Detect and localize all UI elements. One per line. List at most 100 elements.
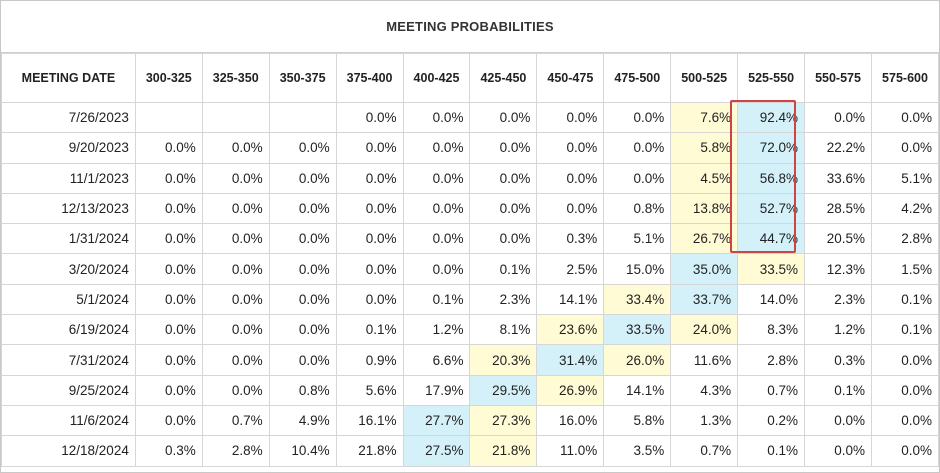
probability-cell: 0.1% [402, 283, 471, 316]
probability-cell: 0.1% [335, 314, 404, 346]
meeting-date-cell: 11/6/2024 [1, 404, 136, 437]
probability-cell: 0.0% [268, 314, 337, 346]
probability-cell: 20.3% [469, 344, 538, 376]
probability-cell: 5.8% [670, 132, 739, 164]
probability-cell: 0.1% [737, 435, 806, 467]
probability-cell: 8.1% [469, 314, 538, 346]
probability-cell: 0.0% [335, 283, 404, 316]
probability-cell: 27.5% [402, 435, 471, 467]
probability-cell: 0.0% [268, 344, 337, 376]
probability-cell: 0.0% [201, 374, 270, 406]
probability-cell: 21.8% [335, 435, 404, 467]
probability-cell: 0.0% [536, 101, 605, 134]
probability-cell: 0.1% [870, 314, 940, 346]
probability-cell: 0.0% [804, 404, 872, 437]
probability-cell: 0.0% [134, 344, 203, 376]
probability-cell: 56.8% [737, 162, 806, 194]
probability-cell: 14.1% [536, 283, 605, 316]
probability-cell: 0.0% [268, 132, 337, 164]
probability-cell: 27.7% [402, 404, 471, 437]
probability-cell: 0.0% [268, 223, 337, 255]
table-row: 6/19/2024 0.0% 0.0% 0.0% 0.1% 1.2% 8.1% 23.6% 33… [1, 314, 940, 346]
column-header-range: 400-425 [402, 53, 471, 103]
probability-cell: 44.7% [737, 223, 806, 255]
table-row: 12/13/2023 0.0% 0.0% 0.0% 0.0% 0.0% 0.0% 0.0% 0.… [1, 192, 940, 225]
probability-cell: 0.0% [870, 344, 940, 376]
probability-cell: 17.9% [402, 374, 471, 406]
probability-cell: 0.0% [335, 162, 404, 194]
table-row: 7/26/2023 0.0% 0.0% 0.0% 0.0% 0.0% 7.6% 92.4% 0.… [1, 101, 940, 134]
probability-cell: 0.0% [201, 132, 270, 164]
probability-cell: 2.3% [469, 283, 538, 316]
probability-cell: 1.2% [402, 314, 471, 346]
probability-cell: 8.3% [737, 314, 806, 346]
probability-cell: 7.6% [670, 101, 739, 134]
meeting-date-cell: 7/26/2023 [1, 101, 136, 134]
table-row: 1/31/2024 0.0% 0.0% 0.0% 0.0% 0.0% 0.0% 0.3% 5.1… [1, 223, 940, 255]
probability-cell: 5.8% [603, 404, 672, 437]
probability-cell [201, 101, 270, 134]
probability-cell: 92.4% [737, 101, 806, 134]
probability-cell: 0.0% [804, 435, 872, 467]
probability-cell: 0.0% [469, 192, 538, 225]
probability-cell: 0.0% [469, 101, 538, 134]
probability-cell: 0.0% [402, 132, 471, 164]
probability-cell: 0.0% [402, 253, 471, 285]
table-row: 5/1/2024 0.0% 0.0% 0.0% 0.0% 0.1% 2.3% 14.1% 33.… [1, 283, 940, 316]
probability-cell: 22.2% [804, 132, 872, 164]
probability-cell: 0.0% [870, 132, 940, 164]
probability-cell: 0.1% [469, 253, 538, 285]
probability-cell: 29.5% [469, 374, 538, 406]
probability-cell: 0.0% [201, 162, 270, 194]
column-header-range: 500-525 [670, 53, 739, 103]
probability-cell: 26.9% [536, 374, 605, 406]
probability-cell: 0.0% [469, 162, 538, 194]
probability-cell: 0.3% [804, 344, 872, 376]
meeting-date-cell: 9/20/2023 [1, 132, 136, 164]
probability-cell: 14.1% [603, 374, 672, 406]
meeting-date-cell: 3/20/2024 [1, 253, 136, 285]
probability-cell: 4.9% [268, 404, 337, 437]
probability-cell: 0.0% [536, 132, 605, 164]
probability-cell: 0.0% [134, 404, 203, 437]
column-header-range: 575-600 [870, 53, 940, 103]
probability-cell: 16.0% [536, 404, 605, 437]
probability-cell: 0.0% [870, 404, 940, 437]
probability-cell: 1.2% [804, 314, 872, 346]
table-row: 9/25/2024 0.0% 0.0% 0.8% 5.6% 17.9% 29.5% 26.9%… [1, 374, 940, 406]
probability-cell: 4.2% [870, 192, 940, 225]
probability-cell: 0.0% [268, 253, 337, 285]
probability-cell: 16.1% [335, 404, 404, 437]
probability-cell: 33.4% [603, 283, 672, 316]
probability-cell: 10.4% [268, 435, 337, 467]
probability-cell: 33.5% [603, 314, 672, 346]
probability-cell: 0.0% [804, 101, 872, 134]
probability-cell: 0.0% [134, 132, 203, 164]
meeting-date-cell: 12/13/2023 [1, 192, 136, 225]
probability-cell: 72.0% [737, 132, 806, 164]
probability-cell: 0.0% [536, 162, 605, 194]
probability-cell: 4.3% [670, 374, 739, 406]
column-header-range: 300-325 [134, 53, 203, 103]
probability-cell: 0.0% [134, 223, 203, 255]
column-header-range: 450-475 [536, 53, 605, 103]
probability-cell: 5.1% [603, 223, 672, 255]
probability-cell: 6.6% [402, 344, 471, 376]
probability-cell: 31.4% [536, 344, 605, 376]
meeting-date-cell: 11/1/2023 [1, 162, 136, 194]
meeting-date-cell: 12/18/2024 [1, 435, 136, 467]
probability-cell: 0.0% [134, 192, 203, 225]
probability-cell: 35.0% [670, 253, 739, 285]
column-header-range: 425-450 [469, 53, 538, 103]
probability-cell: 20.5% [804, 223, 872, 255]
probability-cell: 33.6% [804, 162, 872, 194]
probability-cell: 14.0% [737, 283, 806, 316]
probability-cell: 0.7% [201, 404, 270, 437]
probability-cell: 0.1% [804, 374, 872, 406]
probability-cell: 4.5% [670, 162, 739, 194]
column-header-range: 375-400 [335, 53, 404, 103]
probability-cell: 0.0% [402, 223, 471, 255]
meeting-date-cell: 1/31/2024 [1, 223, 136, 255]
meeting-date-cell: 9/25/2024 [1, 374, 136, 406]
table-body: 7/26/2023 0.0% 0.0% 0.0% 0.0% 0.0% 7.6% 92.4% 0.… [1, 101, 940, 467]
